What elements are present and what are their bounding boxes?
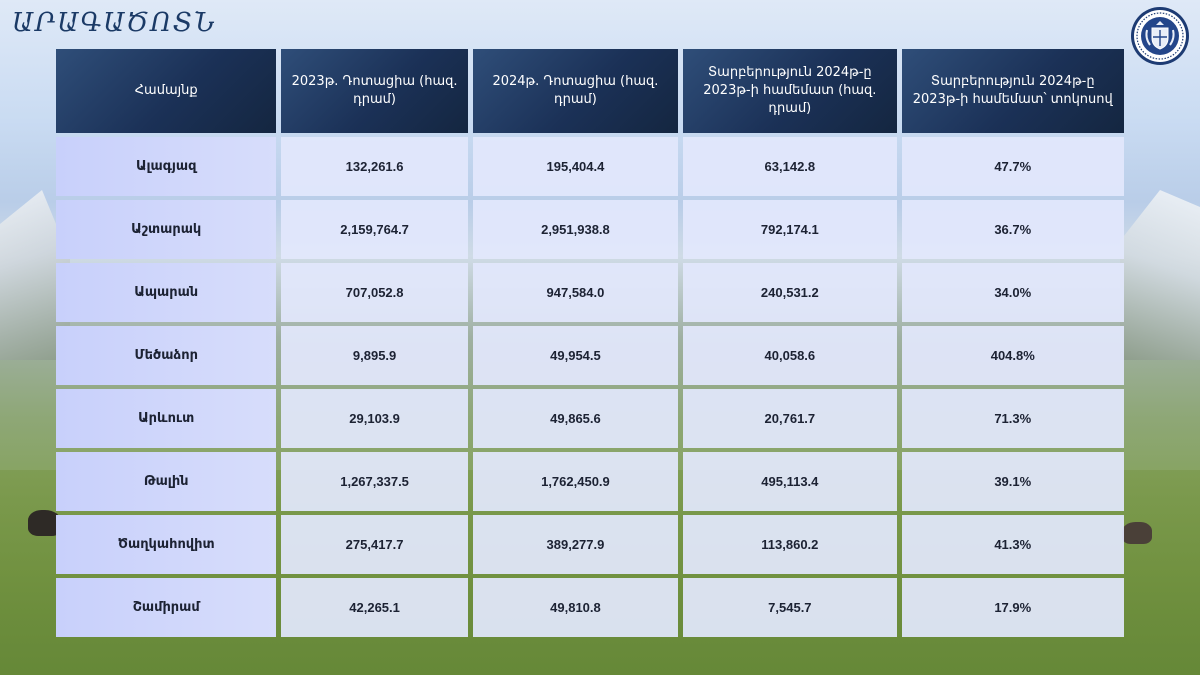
difference-amount: 20,761.7 bbox=[683, 389, 897, 448]
column-header-2023-subsidy: 2023թ. Դոտացիա (հազ. դրամ) bbox=[281, 49, 468, 133]
subsidy-2024: 947,584.0 bbox=[472, 263, 679, 322]
table-row: Ալագյազ 132,261.6 195,404.4 63,142.8 47.… bbox=[56, 137, 1124, 196]
subsidy-2023: 707,052.8 bbox=[281, 263, 468, 322]
coat-of-arms-icon bbox=[1131, 7, 1189, 65]
subsidy-2024: 389,277.9 bbox=[472, 515, 679, 574]
table-header-row: Համայնք 2023թ. Դոտացիա (հազ. դրամ) 2024թ… bbox=[56, 49, 1124, 133]
subsidy-2023: 2,159,764.7 bbox=[281, 200, 468, 259]
background-mountain bbox=[1120, 190, 1200, 360]
column-header-difference-amount: Տարբերություն 2024թ-ը 2023թ-ի համեմատ (հ… bbox=[683, 49, 897, 133]
table-row: Մեծաձոր 9,895.9 49,954.5 40,058.6 404.8% bbox=[56, 326, 1124, 385]
difference-amount: 7,545.7 bbox=[683, 578, 897, 637]
subsidy-2023: 275,417.7 bbox=[281, 515, 468, 574]
column-header-difference-percent: Տարբերություն 2024թ-ը 2023թ-ի համեմատ՝ տ… bbox=[901, 49, 1124, 133]
table-row: Աշտարակ 2,159,764.7 2,951,938.8 792,174.… bbox=[56, 200, 1124, 259]
subsidy-2023: 42,265.1 bbox=[281, 578, 468, 637]
difference-percent: 47.7% bbox=[901, 137, 1124, 196]
difference-percent: 17.9% bbox=[901, 578, 1124, 637]
subsidy-table: Համայնք 2023թ. Դոտացիա (հազ. դրամ) 2024թ… bbox=[55, 45, 1125, 641]
community-name: Շամիրամ bbox=[56, 578, 277, 637]
subsidy-2024: 49,954.5 bbox=[472, 326, 679, 385]
column-header-community: Համայնք bbox=[56, 49, 277, 133]
subsidy-2024: 49,810.8 bbox=[472, 578, 679, 637]
difference-percent: 36.7% bbox=[901, 200, 1124, 259]
difference-percent: 71.3% bbox=[901, 389, 1124, 448]
table-row: Ծաղկահովիտ 275,417.7 389,277.9 113,860.2… bbox=[56, 515, 1124, 574]
subsidy-2024: 49,865.6 bbox=[472, 389, 679, 448]
community-name: Ապարան bbox=[56, 263, 277, 322]
difference-amount: 40,058.6 bbox=[683, 326, 897, 385]
community-name: Ալագյազ bbox=[56, 137, 277, 196]
page-title: ԱՐԱԳԱԾՈՏՆ bbox=[12, 8, 217, 38]
difference-amount: 113,860.2 bbox=[683, 515, 897, 574]
difference-amount: 792,174.1 bbox=[683, 200, 897, 259]
community-name: Մեծաձոր bbox=[56, 326, 277, 385]
difference-percent: 39.1% bbox=[901, 452, 1124, 511]
difference-percent: 404.8% bbox=[901, 326, 1124, 385]
table-row: Թալին 1,267,337.5 1,762,450.9 495,113.4 … bbox=[56, 452, 1124, 511]
subsidy-2024: 2,951,938.8 bbox=[472, 200, 679, 259]
community-name: Արևուտ bbox=[56, 389, 277, 448]
column-header-2024-subsidy: 2024թ. Դոտացիա (հազ. դրամ) bbox=[472, 49, 679, 133]
difference-amount: 240,531.2 bbox=[683, 263, 897, 322]
subsidy-2024: 1,762,450.9 bbox=[472, 452, 679, 511]
subsidy-2023: 29,103.9 bbox=[281, 389, 468, 448]
subsidy-2023: 132,261.6 bbox=[281, 137, 468, 196]
difference-amount: 63,142.8 bbox=[683, 137, 897, 196]
table-row: Շամիրամ 42,265.1 49,810.8 7,545.7 17.9% bbox=[56, 578, 1124, 637]
difference-percent: 34.0% bbox=[901, 263, 1124, 322]
subsidy-2023: 1,267,337.5 bbox=[281, 452, 468, 511]
table-row: Ապարան 707,052.8 947,584.0 240,531.2 34.… bbox=[56, 263, 1124, 322]
community-name: Ծաղկահովիտ bbox=[56, 515, 277, 574]
community-name: Աշտարակ bbox=[56, 200, 277, 259]
subsidy-2023: 9,895.9 bbox=[281, 326, 468, 385]
difference-percent: 41.3% bbox=[901, 515, 1124, 574]
community-name: Թալին bbox=[56, 452, 277, 511]
difference-amount: 495,113.4 bbox=[683, 452, 897, 511]
subsidy-2024: 195,404.4 bbox=[472, 137, 679, 196]
background-animal bbox=[1122, 522, 1152, 544]
table-row: Արևուտ 29,103.9 49,865.6 20,761.7 71.3% bbox=[56, 389, 1124, 448]
